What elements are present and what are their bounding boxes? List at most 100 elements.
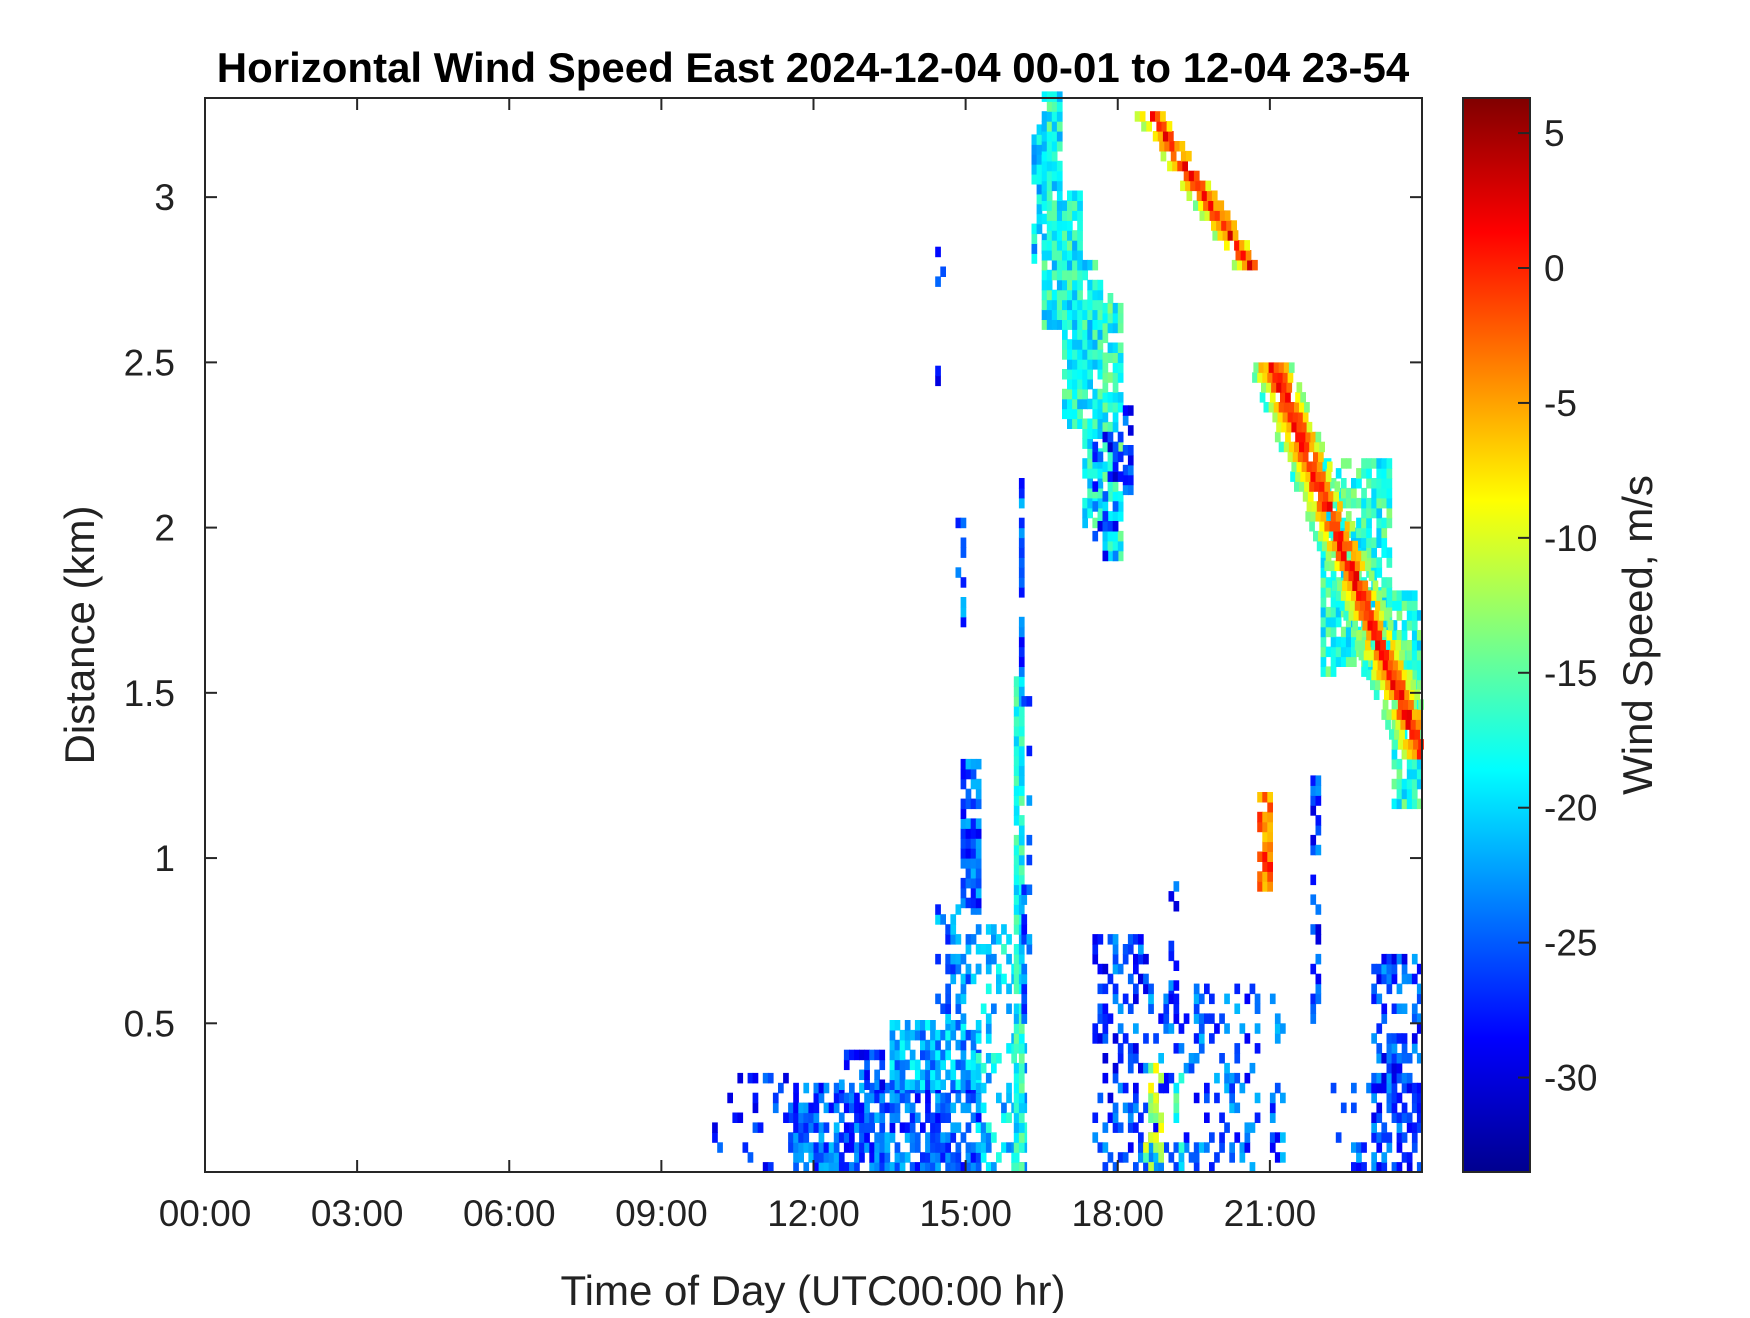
heatmap-cell — [1272, 372, 1279, 383]
heatmap-cell — [813, 1142, 820, 1153]
heatmap-cell — [1092, 934, 1099, 945]
heatmap-cell — [1102, 372, 1109, 383]
heatmap-cell — [965, 868, 972, 879]
heatmap-cell — [838, 1132, 845, 1143]
heatmap-cell — [1386, 1132, 1393, 1143]
heatmap-cell — [894, 1152, 901, 1163]
heatmap-cell — [828, 1102, 835, 1114]
heatmap-cell — [975, 788, 982, 800]
heatmap-cell — [1239, 240, 1245, 251]
heatmap-cell — [864, 1049, 870, 1061]
heatmap-cell — [945, 1132, 951, 1143]
heatmap-cell — [1277, 372, 1284, 383]
heatmap-cell — [1378, 649, 1385, 661]
heatmap-cell — [1173, 1112, 1180, 1123]
heatmap-cell — [1021, 973, 1028, 985]
heatmap-cell — [1077, 250, 1083, 261]
heatmap-cell — [1381, 1162, 1388, 1173]
heatmap-cell — [970, 858, 977, 869]
heatmap-cell — [1314, 481, 1320, 492]
heatmap-cell — [1401, 659, 1408, 671]
heatmap-cell — [1267, 792, 1273, 803]
heatmap-cell — [1021, 993, 1028, 1005]
heatmap-cell — [879, 1059, 886, 1071]
heatmap-cell — [864, 1122, 870, 1133]
heatmap-cell — [1310, 795, 1317, 806]
heatmap-cell — [813, 1122, 820, 1133]
heatmap-cell — [1087, 448, 1093, 459]
heatmap-cell — [1330, 597, 1337, 608]
heatmap-cell — [1046, 309, 1053, 320]
heatmap-cell — [1299, 402, 1305, 413]
heatmap-cell — [843, 1059, 850, 1071]
heatmap-cell — [1335, 1132, 1342, 1143]
heatmap-cell — [1340, 517, 1347, 529]
heatmap-cell — [904, 1092, 911, 1104]
heatmap-cell — [1072, 210, 1078, 221]
heatmap-cell — [1082, 517, 1088, 529]
heatmap-cell — [1072, 289, 1078, 301]
heatmap-cell — [1353, 570, 1360, 582]
heatmap-cell — [869, 1142, 875, 1153]
heatmap-cell — [1041, 233, 1048, 244]
heatmap-cell — [1046, 91, 1053, 102]
heatmap-cell — [950, 973, 957, 985]
heatmap-cell — [1018, 1023, 1025, 1034]
heatmap-cell — [1087, 378, 1093, 390]
heatmap-cell — [859, 1069, 865, 1081]
heatmap-cell — [1318, 491, 1324, 502]
heatmap-cell — [1107, 1112, 1114, 1123]
heatmap-cell — [1107, 302, 1114, 314]
heatmap-cell — [1319, 521, 1325, 532]
heatmap-cell — [1394, 729, 1400, 740]
heatmap-cell — [960, 1059, 967, 1071]
heatmap-cell — [864, 1112, 870, 1123]
heatmap-cell — [1056, 210, 1063, 221]
heatmap-cell — [1204, 210, 1211, 221]
heatmap-cell — [884, 1142, 891, 1153]
heatmap-cell — [960, 768, 967, 780]
heatmap-cell — [899, 1039, 906, 1051]
heatmap-cell — [1406, 649, 1413, 661]
heatmap-cell — [1026, 745, 1033, 757]
heatmap-cell — [1077, 369, 1083, 380]
heatmap-cell — [1254, 1023, 1261, 1034]
heatmap-cell — [1168, 940, 1175, 952]
heatmap-cell — [940, 1102, 946, 1114]
heatmap-cell — [1107, 451, 1114, 463]
heatmap-cell — [1117, 1082, 1124, 1094]
heatmap-cell — [1335, 590, 1342, 601]
heatmap-cell — [1366, 458, 1372, 469]
heatmap-cell — [955, 1152, 962, 1163]
heatmap-cell — [864, 1079, 870, 1090]
heatmap-cell — [1411, 1013, 1418, 1024]
heatmap-cell — [843, 1142, 850, 1153]
heatmap-cell — [1092, 289, 1099, 301]
heatmap-cell — [1325, 507, 1332, 519]
heatmap-cell — [1315, 795, 1322, 806]
heatmap-cell — [1013, 785, 1020, 796]
heatmap-cell — [1321, 540, 1328, 552]
heatmap-cell — [1324, 560, 1331, 572]
heatmap-cell — [940, 1092, 946, 1104]
heatmap-cell — [1414, 729, 1421, 740]
heatmap-cell — [1386, 497, 1393, 509]
heatmap-cell — [1087, 468, 1093, 479]
heatmap-cell — [1072, 378, 1078, 390]
heatmap-cell — [1316, 461, 1323, 472]
heatmap-cell — [1391, 590, 1398, 601]
heatmap-cell — [1067, 279, 1073, 291]
heatmap-cell — [899, 1162, 906, 1173]
heatmap-cell — [1368, 570, 1375, 582]
heatmap-cell — [767, 1072, 774, 1084]
heatmap-cell — [1376, 973, 1383, 985]
heatmap-cell — [1193, 1013, 1200, 1024]
heatmap-cell — [1087, 319, 1093, 330]
heatmap-cell — [1299, 481, 1305, 492]
heatmap-cell — [828, 1162, 835, 1173]
heatmap-cell — [1257, 811, 1263, 823]
heatmap-cell — [879, 1142, 886, 1153]
heatmap-cell — [1133, 953, 1139, 965]
heatmap-cell — [965, 798, 972, 810]
heatmap-cell — [1196, 190, 1203, 201]
